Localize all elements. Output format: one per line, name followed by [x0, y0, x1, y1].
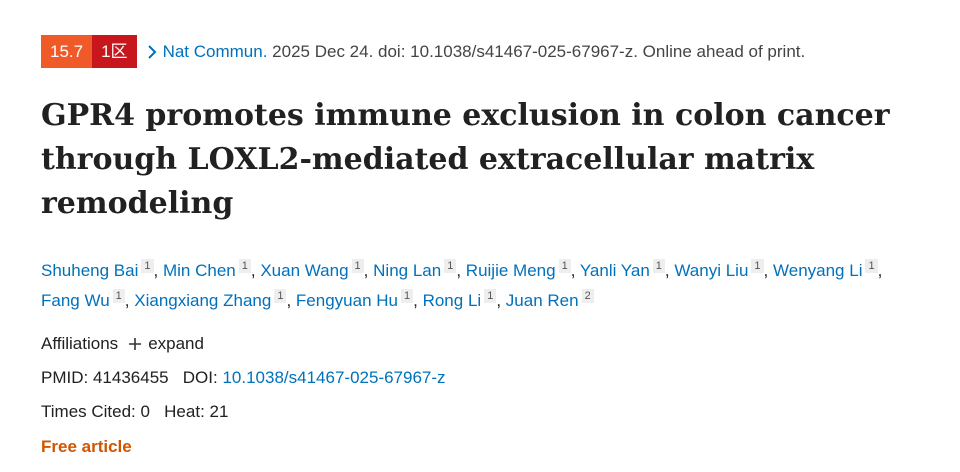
author-name[interactable]: Yanli Yan	[579, 261, 650, 280]
separator: ,	[413, 291, 418, 310]
heat-value: 21	[209, 402, 229, 421]
author-name[interactable]: Fengyuan Hu	[295, 291, 398, 310]
author: Shuheng Bai 1,	[41, 259, 159, 280]
doi-link[interactable]: 10.1038/s41467-025-67967-z	[222, 368, 446, 387]
author: Ning Lan 1,	[373, 259, 462, 280]
heat-label: Heat:	[164, 402, 205, 421]
separator: ,	[570, 261, 576, 280]
affiliation-ref[interactable]: 1	[238, 259, 251, 273]
cited-count: 0	[140, 402, 150, 421]
free-article: Free article	[41, 437, 132, 456]
author: Wanyi Liu 1,	[674, 259, 769, 280]
affiliation-ref[interactable]: 1	[351, 259, 364, 273]
author-name[interactable]: Juan Ren	[505, 291, 579, 310]
author: Min Chen 1,	[162, 259, 256, 280]
expand-button[interactable]: expand	[148, 334, 204, 353]
identifiers: PMID: 41436455 DOI: 10.1038/s41467-025-6…	[41, 367, 446, 389]
author-name[interactable]: Rong Li	[422, 291, 482, 310]
separator: ,	[456, 261, 462, 280]
affiliation-ref[interactable]: 1	[484, 289, 497, 303]
author-name[interactable]: Xuan Wang	[260, 261, 349, 280]
affiliation-ref[interactable]: 1	[444, 259, 457, 273]
separator: ,	[250, 261, 256, 280]
author-name[interactable]: Wenyang Li	[773, 261, 863, 280]
arrow-icon	[147, 44, 156, 59]
author: Wenyang Li 1,	[773, 259, 883, 280]
separator: ,	[363, 261, 369, 280]
impact-badge: 15.7	[41, 35, 93, 68]
separator: ,	[124, 291, 130, 310]
author-name[interactable]: Xiangxiang Zhang	[134, 291, 272, 310]
separator: ,	[153, 261, 159, 280]
author: Xiangxiang Zhang 1,	[134, 289, 292, 310]
article-title: GPR4 promotes immune exclusion in colon …	[41, 98, 890, 221]
affiliation-ref[interactable]: 1	[400, 289, 414, 303]
separator: ,	[286, 291, 292, 310]
affiliation-ref[interactable]: 1	[652, 259, 665, 273]
doi-label: DOI:	[182, 368, 218, 387]
journal-link[interactable]: Nat Commun.	[162, 41, 268, 61]
affiliation-ref[interactable]: 1	[558, 259, 571, 273]
metrics: Times Cited: 0 Heat: 21	[41, 401, 228, 423]
affiliation-ref[interactable]: 1	[751, 259, 764, 273]
separator: ,	[877, 261, 883, 280]
affiliation-ref[interactable]: 1	[865, 259, 878, 273]
cited-label: Times Cited:	[41, 402, 136, 421]
separator: ,	[496, 291, 502, 310]
author: Ruijie Meng 1,	[465, 259, 576, 280]
pmid-label: PMID:	[41, 368, 89, 387]
citation-bar: 15.7 1区 Nat Commun. 2025 Dec 24. doi: 10…	[41, 35, 805, 68]
affiliation-ref[interactable]: 1	[274, 289, 287, 303]
separator: ,	[763, 261, 769, 280]
pmid: 41436455	[92, 368, 169, 387]
author-name[interactable]: Shuheng Bai	[41, 261, 139, 280]
affiliations: Affiliations expand	[41, 333, 204, 355]
author-name[interactable]: Ruijie Meng	[465, 261, 556, 280]
plus-icon[interactable]	[128, 337, 142, 351]
zone-badge: 1区	[92, 35, 137, 68]
author-name[interactable]: Wanyi Liu	[674, 261, 749, 280]
author: Fengyuan Hu 1,	[295, 289, 418, 310]
affiliations-label: Affiliations	[41, 334, 119, 353]
affiliation-ref[interactable]: 2	[581, 289, 594, 303]
author: Fang Wu 1,	[41, 289, 130, 310]
author-name[interactable]: Min Chen	[162, 261, 236, 280]
citation-details: 2025 Dec 24. doi: 10.1038/s41467-025-679…	[272, 41, 806, 61]
affiliation-ref[interactable]: 1	[112, 289, 125, 303]
author-name[interactable]: Fang Wu	[41, 291, 110, 310]
author: Yanli Yan 1,	[579, 259, 670, 280]
author-name[interactable]: Ning Lan	[373, 261, 442, 280]
affiliation-ref[interactable]: 1	[141, 259, 154, 273]
separator: ,	[664, 261, 670, 280]
author: Rong Li 1,	[422, 289, 502, 310]
author: Xuan Wang 1,	[260, 259, 369, 280]
author: Juan Ren 2	[505, 289, 594, 310]
author-list: Shuheng Bai 1, Min Chen 1, Xuan Wang 1, Nin…	[41, 256, 921, 316]
